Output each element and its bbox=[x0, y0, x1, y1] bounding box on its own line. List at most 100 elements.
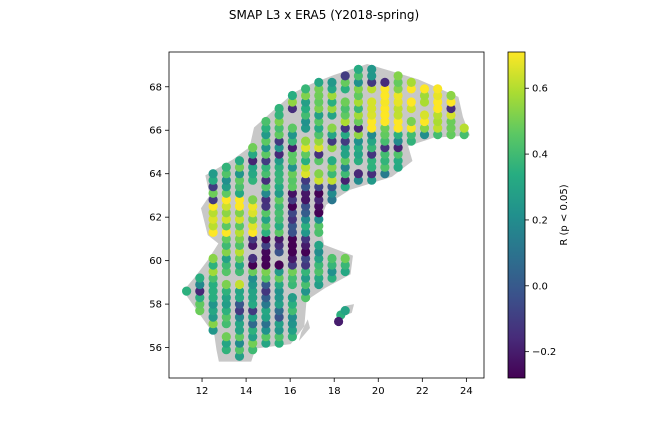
correlation-marker bbox=[314, 169, 324, 179]
correlation-marker bbox=[353, 175, 363, 185]
correlation-marker bbox=[353, 149, 363, 159]
correlation-marker bbox=[248, 253, 258, 264]
correlation-marker bbox=[274, 260, 284, 270]
correlation-marker bbox=[287, 312, 297, 322]
correlation-marker bbox=[314, 266, 324, 277]
correlation-marker bbox=[287, 273, 297, 283]
correlation-marker bbox=[446, 130, 456, 140]
correlation-marker bbox=[367, 71, 377, 81]
correlation-marker bbox=[221, 338, 231, 348]
correlation-marker bbox=[287, 240, 297, 250]
correlation-marker bbox=[301, 221, 311, 231]
correlation-marker bbox=[221, 221, 231, 231]
correlation-marker bbox=[234, 279, 245, 290]
correlation-marker bbox=[380, 149, 390, 159]
correlation-marker bbox=[208, 214, 218, 224]
correlation-marker bbox=[367, 64, 377, 74]
correlation-marker bbox=[234, 182, 245, 192]
correlation-marker bbox=[261, 299, 271, 309]
correlation-marker bbox=[287, 319, 297, 329]
correlation-marker bbox=[248, 221, 258, 231]
correlation-marker bbox=[340, 306, 350, 316]
correlation-marker bbox=[261, 201, 271, 211]
correlation-marker bbox=[314, 247, 324, 257]
correlation-marker bbox=[287, 306, 297, 316]
x-tick-label: 20 bbox=[372, 386, 385, 397]
correlation-marker bbox=[301, 103, 311, 114]
correlation-marker bbox=[248, 260, 258, 270]
correlation-marker bbox=[327, 162, 337, 172]
correlation-marker bbox=[353, 90, 363, 101]
x-tick-label: 12 bbox=[196, 386, 209, 397]
correlation-marker bbox=[248, 325, 258, 335]
correlation-marker bbox=[208, 188, 218, 198]
colorbar-label: R (p < 0.05) bbox=[559, 184, 570, 245]
correlation-marker bbox=[353, 130, 363, 140]
correlation-marker bbox=[340, 162, 350, 172]
correlation-marker bbox=[340, 266, 350, 277]
correlation-marker bbox=[261, 253, 271, 264]
correlation-marker bbox=[446, 103, 456, 114]
correlation-marker bbox=[234, 169, 245, 179]
correlation-marker bbox=[248, 299, 258, 309]
correlation-marker bbox=[301, 201, 311, 211]
correlation-marker bbox=[340, 175, 350, 185]
map-axes: 12 14 16 18 20 22 24 56 58 60 62 64 66 68 bbox=[149, 51, 485, 397]
correlation-marker bbox=[208, 293, 218, 303]
correlation-marker bbox=[234, 351, 245, 361]
correlation-marker bbox=[301, 169, 311, 179]
correlation-marker bbox=[287, 221, 297, 231]
correlation-marker bbox=[274, 273, 284, 283]
correlation-marker bbox=[274, 293, 284, 303]
colorbar-tick-label: −0.2 bbox=[532, 347, 556, 358]
correlation-marker bbox=[334, 316, 344, 327]
correlation-marker bbox=[287, 332, 297, 342]
correlation-marker bbox=[221, 201, 231, 211]
correlation-marker bbox=[314, 136, 324, 146]
correlation-marker bbox=[419, 90, 430, 101]
correlation-marker bbox=[367, 110, 377, 120]
colorbar-tick-label: 0.2 bbox=[532, 215, 548, 226]
correlation-marker bbox=[208, 319, 218, 329]
correlation-marker bbox=[208, 312, 218, 322]
correlation-marker bbox=[234, 247, 245, 257]
correlation-marker bbox=[301, 279, 311, 290]
correlation-marker bbox=[248, 175, 258, 185]
correlation-marker bbox=[248, 208, 258, 218]
correlation-marker bbox=[274, 110, 284, 120]
correlation-marker bbox=[301, 143, 311, 153]
correlation-marker bbox=[314, 110, 324, 120]
correlation-marker bbox=[459, 130, 469, 140]
correlation-marker bbox=[248, 169, 258, 179]
correlation-marker bbox=[327, 273, 337, 283]
correlation-marker bbox=[433, 116, 443, 127]
correlation-marker bbox=[314, 221, 324, 231]
correlation-marker bbox=[234, 227, 245, 237]
correlation-marker bbox=[234, 162, 245, 172]
correlation-marker bbox=[261, 240, 271, 250]
correlation-marker bbox=[234, 345, 245, 355]
correlation-marker bbox=[393, 149, 403, 159]
correlation-marker bbox=[208, 195, 218, 205]
correlation-marker bbox=[393, 84, 403, 94]
correlation-marker bbox=[314, 195, 324, 205]
correlation-marker bbox=[314, 240, 324, 250]
correlation-marker bbox=[314, 130, 324, 140]
correlation-marker bbox=[419, 123, 430, 133]
correlation-marker bbox=[301, 240, 311, 250]
correlation-marker bbox=[367, 149, 377, 159]
x-tick-label: 16 bbox=[284, 386, 297, 397]
correlation-marker bbox=[301, 286, 311, 296]
correlation-marker bbox=[287, 97, 297, 107]
correlation-marker bbox=[248, 293, 258, 303]
correlation-marker bbox=[340, 77, 350, 87]
correlation-marker bbox=[327, 110, 337, 120]
correlation-marker bbox=[393, 130, 403, 140]
correlation-marker bbox=[340, 143, 350, 153]
correlation-marker bbox=[380, 97, 390, 107]
correlation-marker bbox=[274, 325, 284, 335]
correlation-marker bbox=[274, 175, 284, 185]
correlation-marker bbox=[327, 182, 337, 192]
correlation-marker bbox=[301, 247, 311, 257]
correlation-marker bbox=[287, 299, 297, 309]
